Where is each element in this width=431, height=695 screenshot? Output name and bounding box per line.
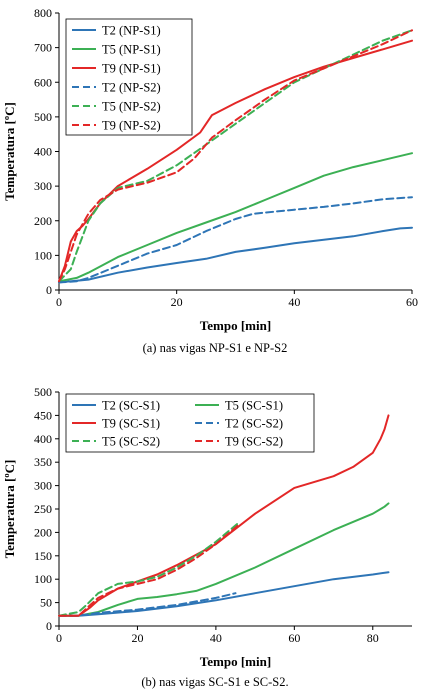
y-tick-label: 100 xyxy=(34,572,52,586)
legend-label: T5 (NP-S2) xyxy=(102,100,161,114)
y-tick-label: 250 xyxy=(34,502,52,516)
chart-a: 0 100 200 300 400 500 600 700 800 0 20 40 60 Tempo [m… xyxy=(2,6,418,355)
x-tick-label: 60 xyxy=(288,631,300,645)
chart-caption: (b) nas vigas SC-S1 e SC-S2. xyxy=(141,675,288,689)
x-tick-label: 20 xyxy=(171,295,183,309)
series-line-1 xyxy=(58,502,390,617)
x-tick-label: 60 xyxy=(406,295,418,309)
y-tick-label: 300 xyxy=(34,179,52,193)
y-tick-label: 50 xyxy=(40,596,52,610)
legend-label: T9 (NP-S2) xyxy=(102,119,161,133)
y-tick-label: 300 xyxy=(34,479,52,493)
x-axis-label: Tempo [min] xyxy=(200,318,271,333)
series-line-4 xyxy=(58,29,413,283)
series-line-5 xyxy=(58,523,241,617)
y-tick-label: 700 xyxy=(34,41,52,55)
y-tick-label: 450 xyxy=(34,408,52,422)
series-line-2 xyxy=(58,39,413,283)
y-tick-label: 150 xyxy=(34,549,52,563)
chart-b: 0 50 100 150 200 250 300 350 400 450 500 0 20 40 60 80 T… xyxy=(2,385,412,689)
y-tick-label: 350 xyxy=(34,455,52,469)
series-line-3 xyxy=(58,592,237,617)
x-tick-label: 80 xyxy=(367,631,379,645)
series-line-4 xyxy=(58,521,241,617)
legend-label: T5 (NP-S1) xyxy=(102,43,161,57)
y-tick-label: 400 xyxy=(34,432,52,446)
x-tick-label: 0 xyxy=(56,295,62,309)
legend-box xyxy=(65,393,315,453)
y-tick-label: 0 xyxy=(46,619,52,633)
chart-caption: (a) nas vigas NP-S1 e NP-S2 xyxy=(143,341,288,355)
y-tick-label: 200 xyxy=(34,525,52,539)
y-axis-label: Temperatura [ºC] xyxy=(2,102,17,201)
series-line-5 xyxy=(58,29,413,283)
series-line-3 xyxy=(58,196,413,284)
y-tick-label: 500 xyxy=(34,385,52,399)
y-tick-label: 100 xyxy=(34,248,52,262)
y-tick-label: 0 xyxy=(46,283,52,297)
y-tick-label: 800 xyxy=(34,6,52,20)
legend-label: T2 (NP-S1) xyxy=(102,24,161,38)
y-tick-label: 400 xyxy=(34,145,52,159)
y-tick-label: 200 xyxy=(34,214,52,228)
legend-label: T2 (SC-S1) xyxy=(102,399,160,413)
legend-label: T2 (SC-S2) xyxy=(225,417,283,431)
x-tick-label: 20 xyxy=(131,631,143,645)
legend-label: T9 (SC-S1) xyxy=(102,417,160,431)
x-tick-label: 40 xyxy=(288,295,300,309)
x-tick-label: 0 xyxy=(56,631,62,645)
series-line-0 xyxy=(58,226,413,284)
y-axis-label: Temperatura [ºC] xyxy=(2,460,17,559)
x-tick-label: 40 xyxy=(210,631,222,645)
legend-label: T9 (SC-S2) xyxy=(225,435,283,449)
y-tick-label: 600 xyxy=(34,75,52,89)
x-axis-label: Tempo [min] xyxy=(200,654,271,669)
series-line-1 xyxy=(58,152,413,283)
y-tick-label: 500 xyxy=(34,110,52,124)
legend-label: T5 (SC-S1) xyxy=(225,399,283,413)
legend-label: T2 (NP-S2) xyxy=(102,81,161,95)
legend-label: T5 (SC-S2) xyxy=(102,435,160,449)
legend-label: T9 (NP-S1) xyxy=(102,62,161,76)
legend-box xyxy=(65,18,193,136)
